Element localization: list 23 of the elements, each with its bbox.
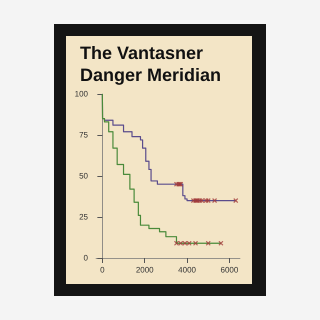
point <box>190 198 196 204</box>
point <box>204 198 209 204</box>
point <box>212 198 218 204</box>
chart-title: The Vantasner Danger Meridian <box>80 42 222 86</box>
point <box>218 240 224 246</box>
point <box>206 240 211 246</box>
point <box>174 182 180 187</box>
y-tick-label: 50 <box>79 172 89 180</box>
point <box>182 240 188 246</box>
point <box>178 240 184 246</box>
x-tick-label: 4000 <box>178 266 197 274</box>
y-tick-label: 75 <box>79 130 89 140</box>
point <box>206 198 211 204</box>
x-tick-label: 0 <box>100 266 106 274</box>
x-tick-label: 2000 <box>136 266 154 274</box>
y-tick-label: 25 <box>79 212 89 222</box>
point <box>186 240 192 246</box>
point <box>192 240 198 246</box>
point <box>174 240 180 246</box>
x-tick-label: 6000 <box>220 266 239 274</box>
y-tick-label: 0 <box>84 254 89 262</box>
point <box>233 198 238 204</box>
y-tick-label: 100 <box>74 90 89 98</box>
